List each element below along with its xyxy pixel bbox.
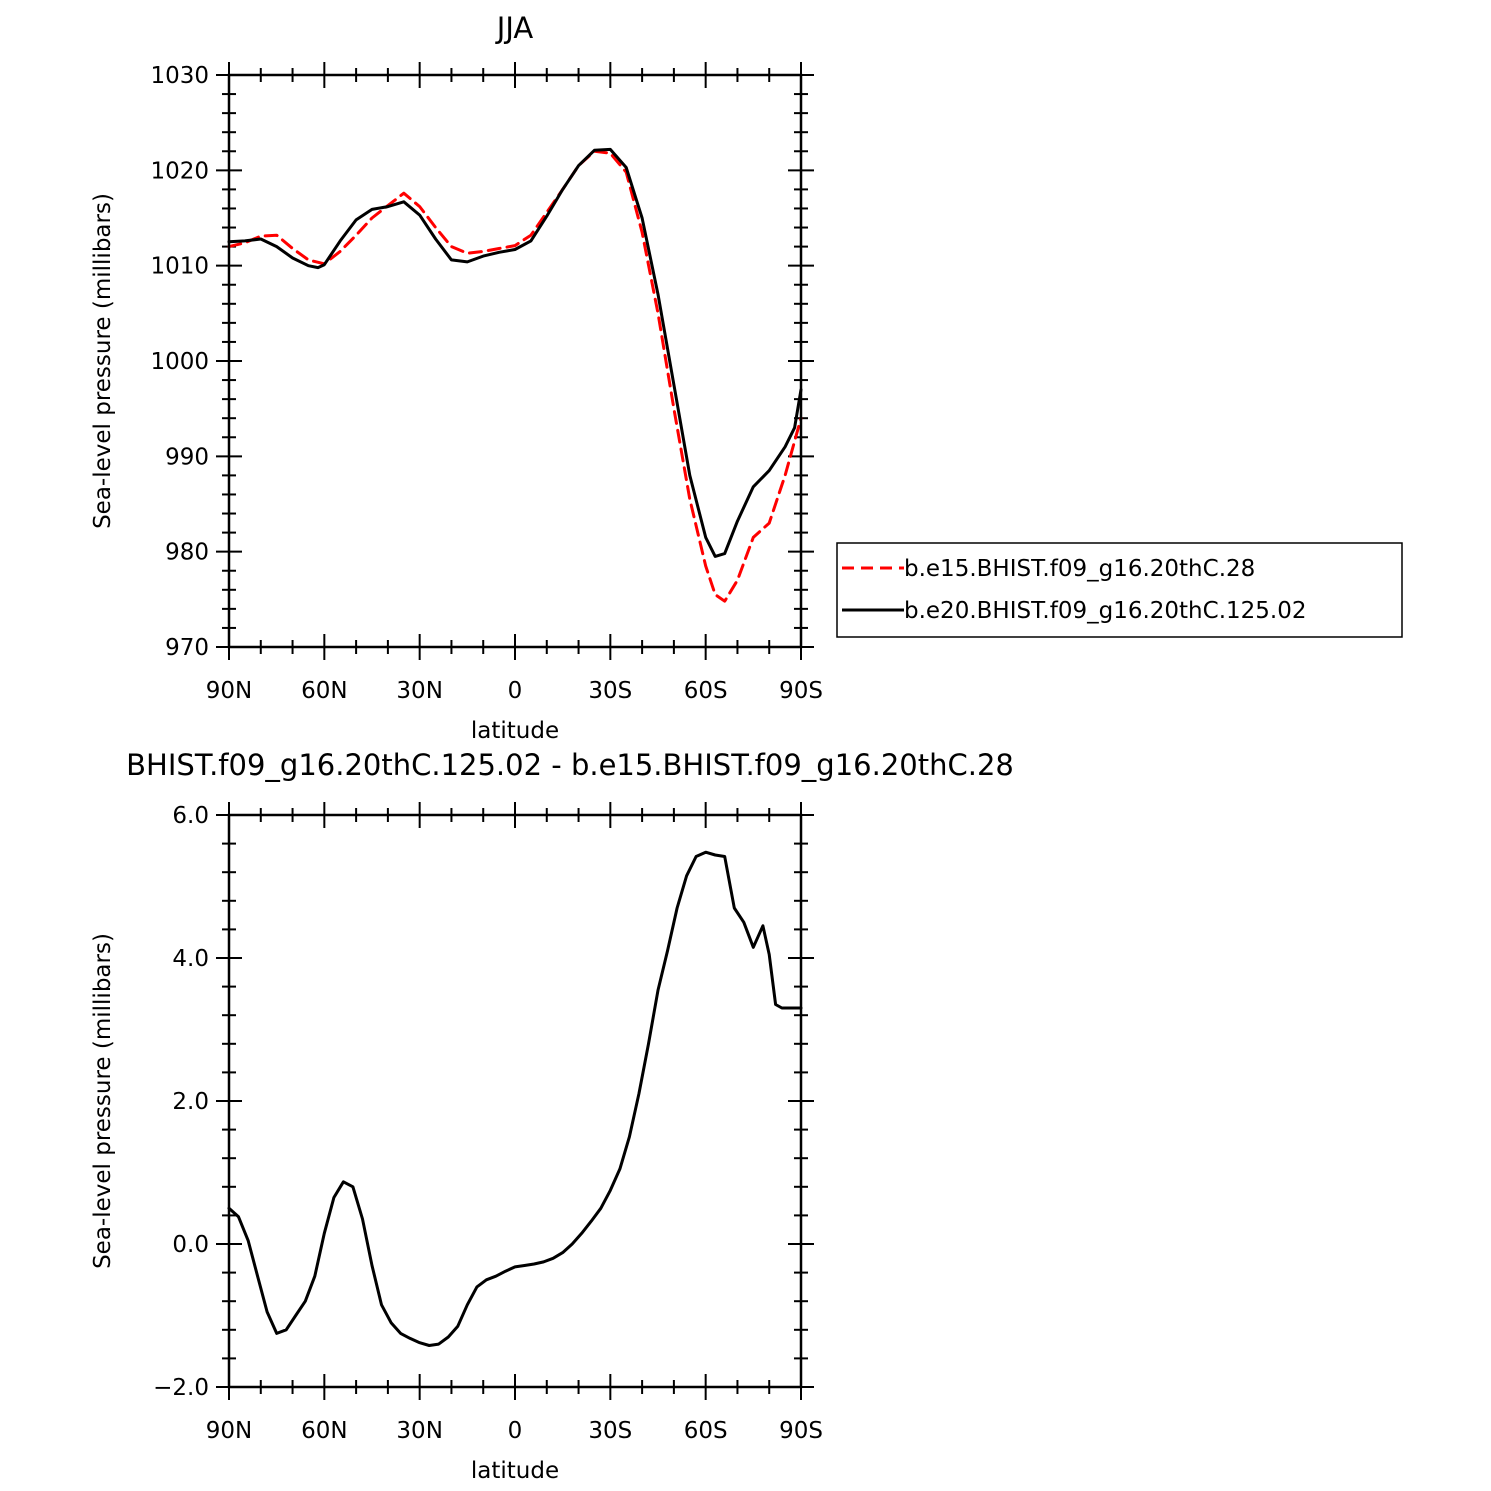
top-panel: JJA Sea-level pressure (millibars) latit… (90, 11, 823, 744)
top-x-axis-label: latitude (471, 718, 559, 744)
bottom-y-tick-label: 6.0 (172, 803, 209, 829)
top-y-axis-label: Sea-level pressure (millibars) (90, 193, 116, 529)
top-x-tick-label: 0 (508, 678, 523, 704)
legend-label-series-1: b.e15.BHIST.f09_g16.20thC.28 (904, 556, 1255, 582)
bottom-x-tick-label: 90S (779, 1418, 823, 1444)
bottom-y-tick-label: 4.0 (172, 946, 209, 972)
top-tick-labels: 90N 60N 30N 0 30S 60S 90S 970 980 990 1000 1010 1020… (150, 63, 822, 704)
top-y-tick-label: 1030 (150, 63, 209, 89)
top-x-tick-label: 30S (588, 678, 632, 704)
top-x-tick-label: 60N (301, 678, 347, 704)
bottom-plot-frame (227, 813, 803, 1389)
bottom-x-axis-label: latitude (471, 1458, 559, 1484)
bottom-axis-ticks (216, 802, 814, 1400)
bottom-x-tick-label: 30N (396, 1418, 442, 1444)
bottom-x-tick-label: 60N (301, 1418, 347, 1444)
bottom-panel: BHIST.f09_g16.20thC.125.02 - b.e15.BHIST… (90, 748, 1014, 1484)
top-y-tick-label: 990 (165, 444, 209, 470)
top-y-tick-label: 1020 (150, 158, 209, 184)
legend: b.e15.BHIST.f09_g16.20thC.28 b.e20.BHIST… (836, 542, 1403, 638)
bottom-x-tick-label: 90N (206, 1418, 252, 1444)
top-x-tick-label: 30N (396, 678, 442, 704)
top-axis-ticks (216, 62, 814, 660)
bottom-tick-labels: 90N 60N 30N 0 30S 60S 90S −2.0 0.0 2.0 4.0 6.0 (153, 803, 823, 1444)
top-y-tick-label: 1000 (150, 349, 209, 375)
top-chart-title: JJA (495, 11, 534, 45)
top-series-lines (227, 147, 803, 603)
bottom-series-line-1 (227, 850, 803, 1347)
bottom-y-tick-label: −2.0 (153, 1375, 209, 1401)
bottom-series-lines (227, 850, 803, 1347)
top-x-tick-label: 90S (779, 678, 823, 704)
bottom-chart-title: BHIST.f09_g16.20thC.125.02 - b.e15.BHIST… (126, 748, 1014, 782)
bottom-x-tick-label: 30S (588, 1418, 632, 1444)
legend-label-series-2: b.e20.BHIST.f09_g16.20thC.125.02 (904, 598, 1306, 624)
bottom-y-tick-label: 0.0 (172, 1232, 209, 1258)
top-series-line-1 (227, 149, 803, 603)
bottom-y-tick-label: 2.0 (172, 1089, 209, 1115)
top-plot-frame (227, 73, 803, 649)
top-y-tick-label: 1010 (150, 254, 209, 280)
top-x-tick-label: 60S (684, 678, 728, 704)
bottom-x-tick-label: 0 (508, 1418, 523, 1444)
top-x-tick-label: 90N (206, 678, 252, 704)
bottom-x-tick-label: 60S (684, 1418, 728, 1444)
top-y-tick-label: 970 (165, 635, 209, 661)
bottom-y-axis-label: Sea-level pressure (millibars) (90, 933, 116, 1269)
top-series-line-2 (227, 147, 803, 558)
top-y-tick-label: 980 (165, 540, 209, 566)
legend-box (836, 542, 1403, 638)
